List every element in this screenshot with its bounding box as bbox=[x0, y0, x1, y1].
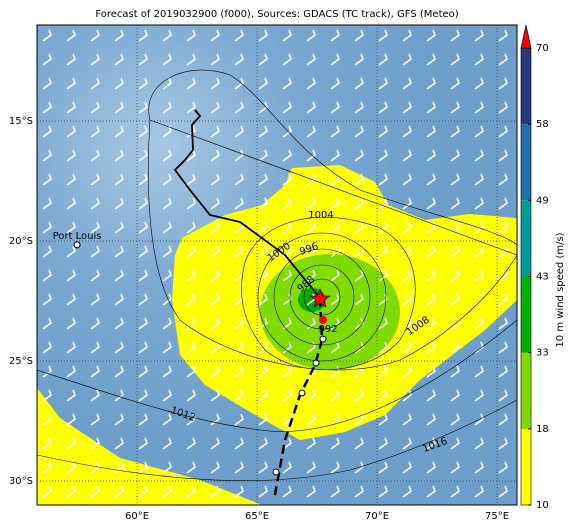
colorbar-segment bbox=[521, 48, 531, 125]
colorbar-tick-label: 58 bbox=[536, 119, 549, 130]
colorbar-segment bbox=[521, 124, 531, 201]
map-area bbox=[37, 25, 517, 505]
track bbox=[173, 109, 331, 501]
colorbar-segment bbox=[521, 200, 531, 277]
colorbar-segment bbox=[521, 428, 531, 505]
colorbar-label: 10 m wind speed (m/s) bbox=[555, 232, 566, 347]
colorbar-segment bbox=[521, 276, 531, 353]
lat-label: 15°S bbox=[9, 116, 33, 127]
contour-label: 992 bbox=[318, 324, 337, 335]
wind-barbs bbox=[37, 25, 517, 505]
title: Forecast of 2019032900 (f000), Sources: … bbox=[95, 9, 458, 20]
place-marker bbox=[73, 241, 81, 249]
lat-label: 20°S bbox=[9, 236, 33, 247]
map-frame bbox=[36, 24, 518, 506]
colorbar-tick-label: 43 bbox=[536, 272, 549, 283]
colorbar-tick-label: 10 bbox=[536, 500, 549, 511]
colorbar-tick-label: 70 bbox=[536, 43, 549, 54]
lon-label: 60°E bbox=[125, 511, 149, 522]
lon-label: 75°E bbox=[485, 511, 509, 522]
lat-label: 25°S bbox=[9, 356, 33, 367]
colorbar-segment bbox=[521, 352, 531, 429]
lon-label: 70°E bbox=[365, 511, 389, 522]
lat-label: 30°S bbox=[9, 476, 33, 487]
contour-label: 1004 bbox=[308, 210, 333, 221]
place-label: Port Louis bbox=[53, 231, 102, 242]
lon-label: 65°E bbox=[245, 511, 269, 522]
colorbar-extend bbox=[520, 24, 532, 49]
colorbar-tick-label: 49 bbox=[536, 195, 549, 206]
colorbar-tick-label: 33 bbox=[536, 348, 549, 359]
colorbar-tick-label: 18 bbox=[536, 424, 549, 435]
